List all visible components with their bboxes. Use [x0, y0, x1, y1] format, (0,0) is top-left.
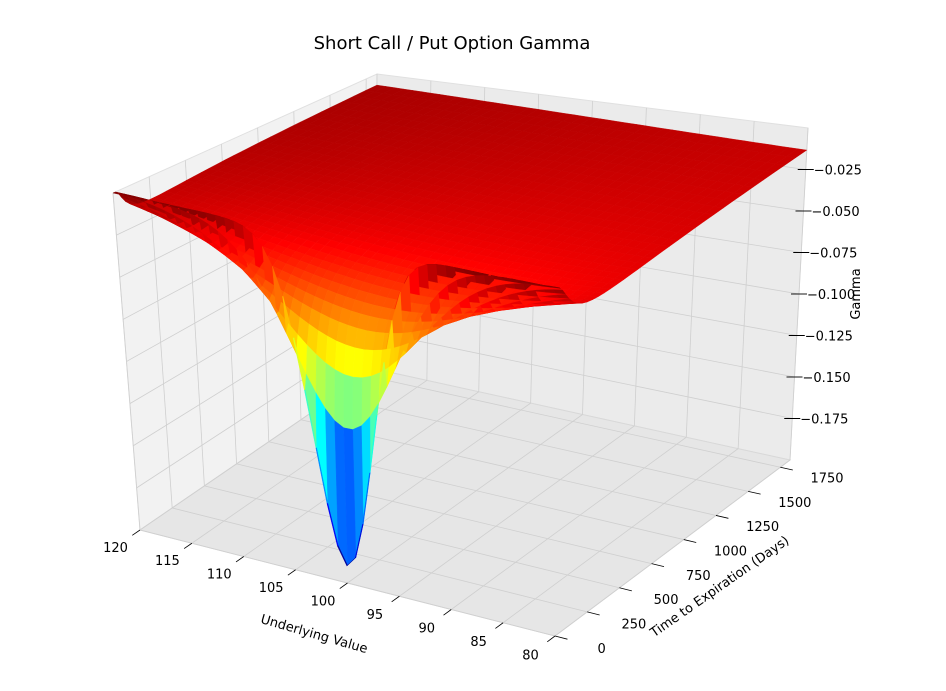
y-tick-label: 750 [686, 569, 711, 584]
x-tick-label: 105 [259, 581, 284, 596]
floor-gridline-y [236, 463, 652, 565]
z-tick-label: −0.150 [803, 371, 851, 386]
x-tick [391, 595, 400, 603]
z-tick-label: −0.050 [812, 205, 860, 220]
y-tick-label: 1750 [810, 472, 843, 487]
floor-gridline-x [191, 380, 428, 544]
surface-facet [361, 349, 374, 378]
x-tick-label: 80 [522, 648, 539, 663]
x-tick-label: 120 [103, 541, 128, 556]
x-tick-label: 100 [311, 595, 336, 610]
x-tick [339, 582, 348, 589]
x-tick-label: 90 [419, 621, 436, 636]
floor-gridline-y [204, 485, 620, 589]
floor-gridline-x [399, 425, 635, 597]
x-tick [235, 556, 244, 563]
floor-gridline-x [554, 459, 791, 637]
floor-gridline-x [451, 436, 687, 610]
z-tick-label: −0.175 [800, 413, 848, 428]
chart-title: Short Call / Put Option Gamma [314, 33, 591, 54]
y-tick-label: 1250 [746, 520, 779, 535]
x-tick [132, 529, 141, 536]
z-axis-label: Gamma [849, 268, 864, 319]
x-tick-label: 85 [470, 635, 487, 650]
y-tick [780, 466, 793, 471]
x-tick [443, 609, 452, 616]
y-tick [619, 587, 632, 592]
y-tick [683, 539, 697, 543]
gamma-surface [112, 84, 808, 567]
y-tick [748, 490, 761, 495]
x-tick [495, 622, 504, 629]
surface-facet [352, 376, 363, 430]
surface-facet [343, 374, 354, 430]
pane-gridline-z [375, 331, 793, 419]
floor-gridline-y [172, 507, 588, 613]
floor-gridline-x [347, 414, 583, 584]
z-tick-label: −0.025 [814, 164, 862, 179]
y-tick-label: 1000 [714, 545, 747, 560]
floor-gridline-x [502, 448, 739, 624]
surface-facet [346, 557, 357, 567]
y-tick [587, 611, 600, 616]
floor-gridline-y [333, 397, 749, 492]
floor-gridline-x [295, 402, 531, 571]
y-tick-label: 500 [654, 593, 679, 608]
z-tick-label: −0.075 [809, 247, 857, 262]
y-tick-label: 250 [621, 618, 646, 633]
y-tick [715, 515, 729, 519]
surface-facet [334, 369, 345, 429]
z-tick-label: −0.100 [807, 288, 855, 303]
floor-gridline-y [365, 375, 781, 468]
y-tick-label: 1500 [778, 496, 811, 511]
x-tick-label: 115 [155, 554, 180, 569]
x-tick-label: 95 [367, 608, 384, 623]
y-tick [651, 563, 665, 568]
x-tick-label: 110 [207, 568, 232, 583]
x-tick [183, 542, 193, 549]
x-tick [287, 569, 296, 576]
x-tick [547, 635, 556, 643]
z-tick-label: −0.125 [805, 330, 853, 345]
y-tick [554, 635, 568, 640]
y-tick-label: 0 [598, 642, 606, 657]
x-axis-label: Underlying Value [259, 612, 369, 657]
